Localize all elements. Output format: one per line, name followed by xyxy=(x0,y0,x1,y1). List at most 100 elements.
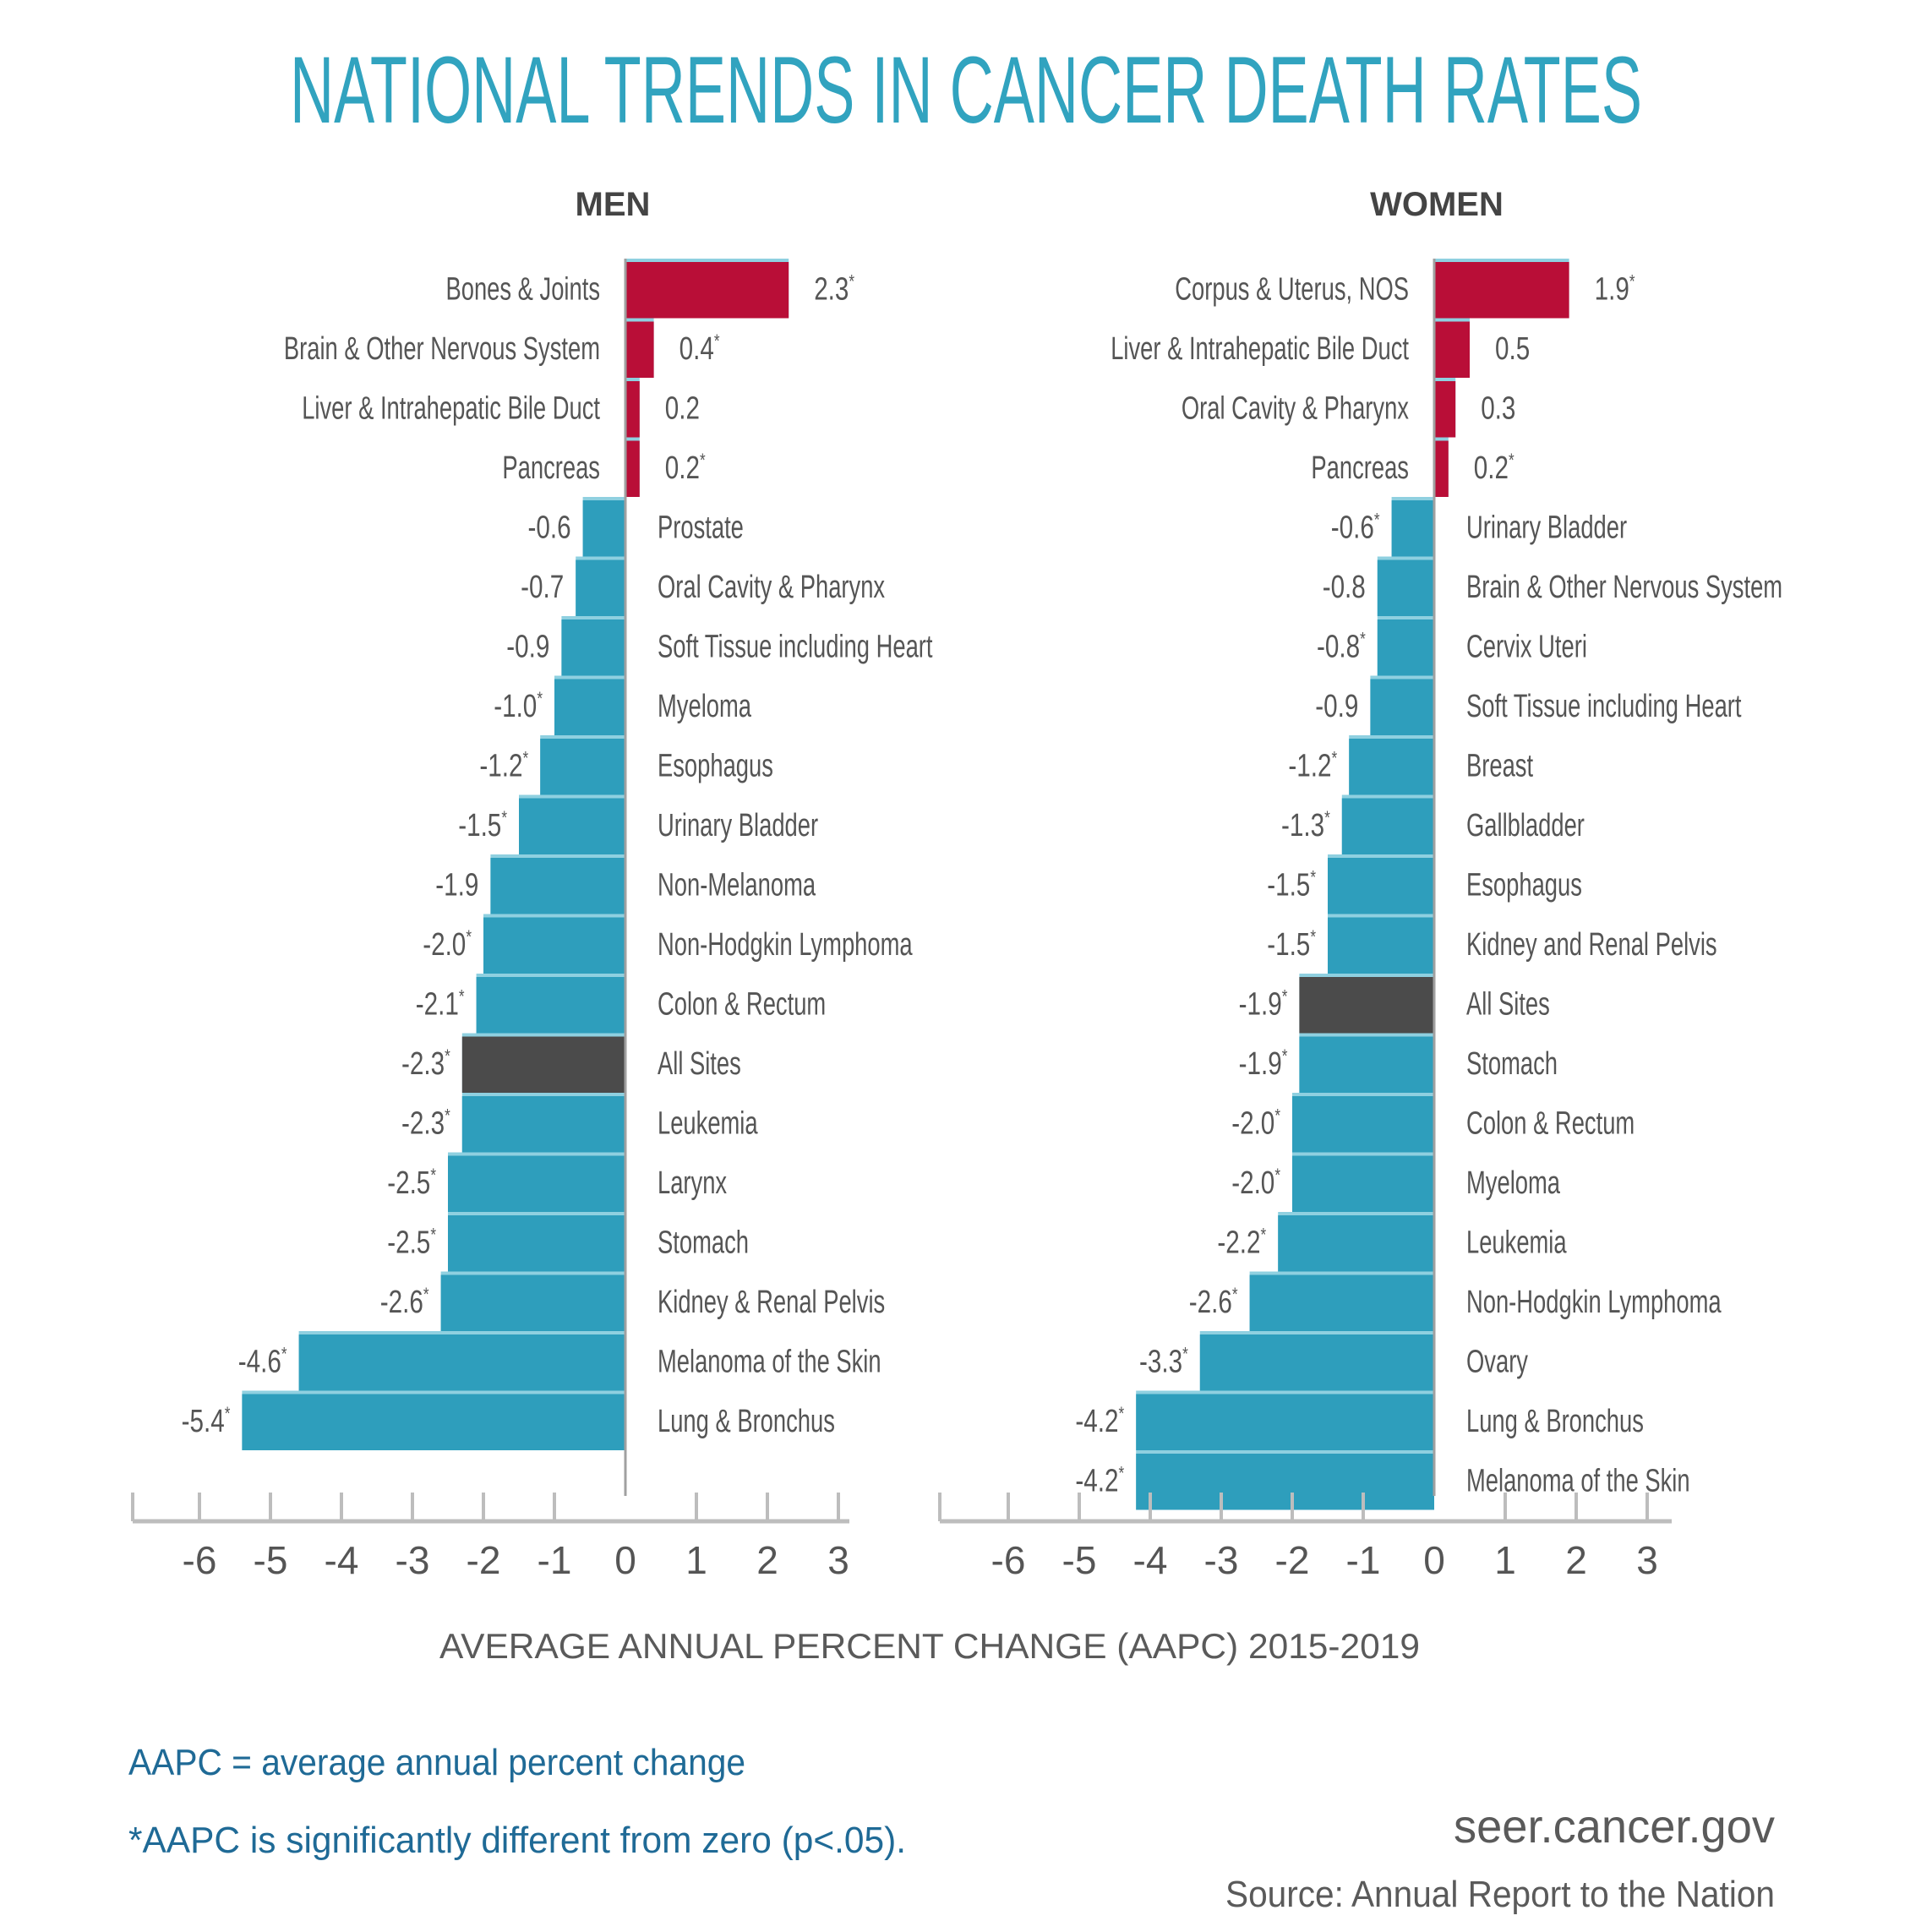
men-bar xyxy=(483,917,625,974)
men-bar-row: Bones & Joints 2.3* xyxy=(446,259,854,319)
value-label: -1.3* xyxy=(1281,807,1330,843)
women-bar-row: Cervix Uteri -0.8* xyxy=(1317,616,1587,676)
women-bar xyxy=(1434,262,1569,319)
aapc-definition-note: AAPC = average annual percent change xyxy=(128,1742,745,1783)
category-label: Kidney & Renal Pelvis xyxy=(658,1285,885,1320)
women-chart-panel: WOMEN Corpus & Uterus, NOS 1.9* Liver & Int… xyxy=(938,186,1782,1582)
women-bar-row: Non-Hodgkin Lymphoma -2.6* xyxy=(1189,1271,1722,1331)
men-bar-row: Pancreas 0.2* xyxy=(502,437,706,497)
category-label: Kidney and Renal Pelvis xyxy=(1466,927,1717,963)
category-label: Pancreas xyxy=(1311,450,1409,486)
significance-marker: * xyxy=(445,1105,450,1126)
category-label: Gallbladder xyxy=(1466,808,1585,843)
significance-marker: * xyxy=(225,1403,231,1424)
men-bar-row: Prostate -0.6 xyxy=(528,497,744,557)
category-label: Melanoma of the Skin xyxy=(658,1344,881,1379)
value-label: -0.9 xyxy=(1315,689,1358,724)
category-label: Brain & Other Nervous System xyxy=(1466,570,1782,605)
significance-marker: * xyxy=(1119,1403,1125,1424)
significance-marker: * xyxy=(1182,1343,1188,1364)
men-bar-row: Leukemia -2.3* xyxy=(401,1093,758,1153)
men-bar xyxy=(242,1394,625,1450)
category-label: Leukemia xyxy=(1466,1225,1567,1260)
men-bar-row: Myeloma -1.0* xyxy=(494,675,752,735)
value-label: -2.3* xyxy=(401,1045,450,1082)
men-bar-row: Liver & Intrahepatic Bile Duct 0.2 xyxy=(302,378,700,438)
category-label: Leukemia xyxy=(658,1105,758,1141)
category-label: Bones & Joints xyxy=(446,271,601,307)
women-bar xyxy=(1391,500,1434,557)
women-bar xyxy=(1377,619,1434,676)
significance-marker: * xyxy=(714,330,720,352)
website-link[interactable]: seer.cancer.gov xyxy=(1454,1799,1775,1853)
category-label: Larynx xyxy=(658,1165,727,1201)
significance-marker: * xyxy=(523,747,529,768)
category-label: Breast xyxy=(1466,748,1533,783)
tick-label: -5 xyxy=(1062,1538,1097,1582)
value-label: -2.6* xyxy=(380,1284,429,1320)
value-label: -0.7 xyxy=(521,570,564,605)
men-bar xyxy=(561,619,625,676)
category-label: Soft Tissue including Heart xyxy=(1466,689,1742,724)
men-bar xyxy=(461,1096,625,1153)
category-label: Pancreas xyxy=(502,450,600,486)
tick-label: -3 xyxy=(396,1538,430,1582)
category-label: Prostate xyxy=(658,510,744,545)
significance-marker: * xyxy=(1261,1224,1267,1245)
significance-marker: * xyxy=(849,270,854,292)
women-bar xyxy=(1434,440,1449,497)
category-label: All Sites xyxy=(658,1046,741,1082)
value-label: -0.6* xyxy=(1331,509,1380,545)
category-label: Cervix Uteri xyxy=(1466,629,1587,664)
value-label: -1.9 xyxy=(435,867,478,903)
men-bar xyxy=(625,440,640,497)
men-bar-row: Non-Hodgkin Lymphoma -2.0* xyxy=(423,914,913,974)
women-bar xyxy=(1370,679,1434,735)
significance-marker: * xyxy=(1324,807,1330,828)
value-label: -0.8* xyxy=(1317,628,1366,664)
category-label: Oral Cavity & Pharynx xyxy=(658,570,885,605)
women-bar-row: Gallbladder -1.3* xyxy=(1281,794,1585,854)
men-bar-row: Brain & Other Nervous System 0.4* xyxy=(284,318,720,378)
men-bar-row: Esophagus -1.2* xyxy=(479,735,773,795)
tick-label: 3 xyxy=(1636,1538,1658,1582)
significance-marker: * xyxy=(423,1284,429,1305)
women-bar-row: Lung & Bronchus -4.2* xyxy=(1075,1390,1644,1450)
category-label: Brain & Other Nervous System xyxy=(284,331,600,367)
women-bar xyxy=(1299,1036,1434,1093)
women-panel-title: WOMEN xyxy=(1370,186,1504,223)
significance-marker: * xyxy=(430,1224,436,1245)
significance-marker: * xyxy=(1274,1165,1280,1186)
men-bar xyxy=(625,321,654,378)
women-bar-row: Corpus & Uterus, NOS 1.9* xyxy=(1175,259,1635,319)
value-label: 0.2* xyxy=(1474,450,1514,486)
women-bar-row: Liver & Intrahepatic Bile Duct 0.5 xyxy=(1111,318,1530,378)
men-bar-row: Stomach -2.5* xyxy=(387,1212,749,1272)
men-bar xyxy=(476,977,625,1034)
women-bar xyxy=(1349,739,1434,795)
category-label: Colon & Rectum xyxy=(1466,1105,1635,1141)
value-label: 2.3* xyxy=(814,270,854,307)
tick-label: 1 xyxy=(685,1538,707,1582)
value-label: 0.4* xyxy=(679,330,720,367)
men-bar-row: Oral Cavity & Pharynx -0.7 xyxy=(521,556,885,616)
value-label: -2.3* xyxy=(401,1105,450,1141)
significance-marker: * xyxy=(1509,450,1514,471)
women-bar-row: Myeloma -2.0* xyxy=(1231,1152,1561,1212)
value-label: -5.4* xyxy=(182,1403,231,1439)
women-bar xyxy=(1328,917,1434,974)
significance-marker: * xyxy=(430,1165,436,1186)
women-bar xyxy=(1292,1096,1434,1153)
women-bar xyxy=(1434,321,1470,378)
tick-label: -3 xyxy=(1204,1538,1239,1582)
men-bar-row: Soft Tissue including Heart -0.9 xyxy=(506,616,933,676)
men-bar xyxy=(576,559,625,616)
value-label: -1.5* xyxy=(1267,926,1316,963)
women-bar xyxy=(1136,1454,1434,1510)
significance-marker: * xyxy=(459,985,465,1007)
significance-marker: * xyxy=(466,926,472,947)
tick-label: -2 xyxy=(1275,1538,1310,1582)
tick-label: 3 xyxy=(827,1538,849,1582)
women-bar-row: Colon & Rectum -2.0* xyxy=(1231,1093,1635,1153)
women-bar-row: Kidney and Renal Pelvis -1.5* xyxy=(1267,914,1717,974)
